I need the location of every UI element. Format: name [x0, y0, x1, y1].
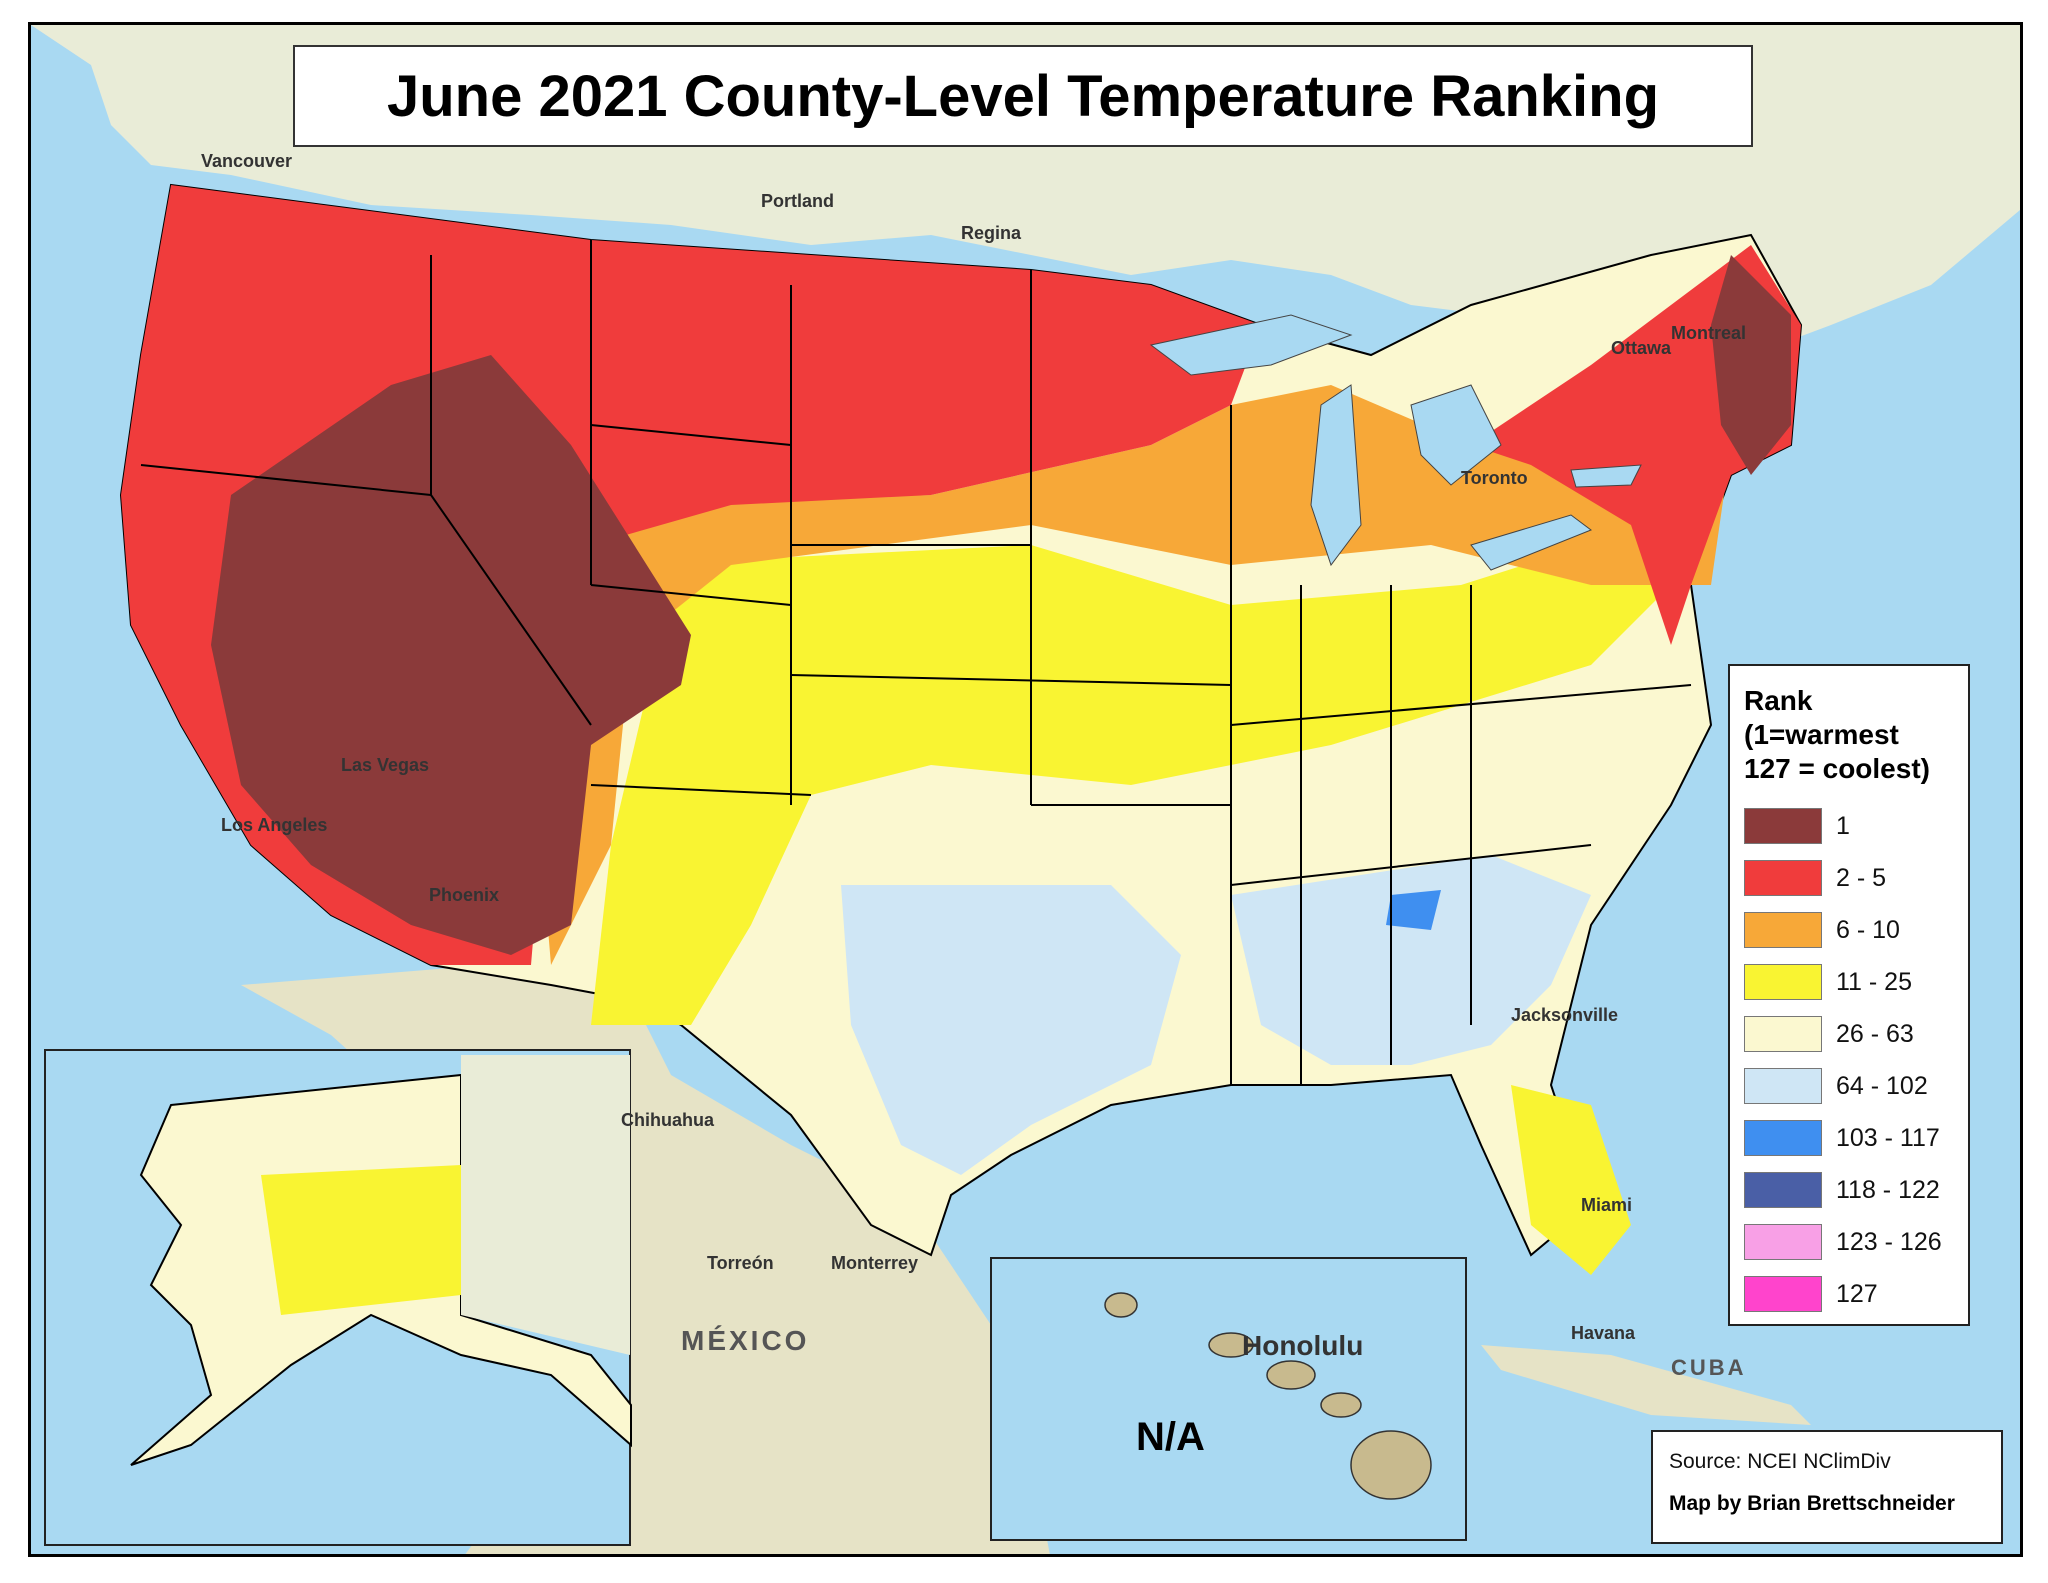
city-chihuahua: Chihuahua — [621, 1110, 714, 1130]
legend-item: 64 - 102 — [1744, 1060, 1954, 1112]
region-64-102 — [841, 885, 1181, 1175]
legend-item: 1 — [1744, 800, 1954, 852]
city-ottawa: Ottawa — [1611, 338, 1672, 358]
canada-yukon — [461, 1055, 630, 1355]
legend-swatch — [1744, 1120, 1822, 1156]
region-rank-1 — [211, 355, 691, 955]
lake-erie — [1470, 514, 1593, 571]
legend-swatch — [1744, 808, 1822, 844]
country-cuba: CUBA — [1671, 1355, 1747, 1380]
source-text: Source: NCEI NClimDiv — [1669, 1450, 1891, 1473]
hawaii-place: Honolulu — [1242, 1330, 1364, 1361]
legend-swatch — [1744, 1224, 1822, 1260]
legend-label: 123 - 126 — [1836, 1227, 1942, 1256]
legend-swatch — [1744, 1068, 1822, 1104]
legend-item: 6 - 10 — [1744, 904, 1954, 956]
country-mexico: MÉXICO — [681, 1325, 810, 1356]
region-11-25 — [591, 525, 1671, 1025]
region-11-25-fl — [1511, 1085, 1631, 1275]
lake-huron — [1410, 384, 1502, 486]
city-monterrey: Monterrey — [831, 1253, 919, 1273]
legend-swatch — [1744, 1172, 1822, 1208]
legend-label: 127 — [1836, 1279, 1878, 1308]
city-havana: Havana — [1571, 1323, 1636, 1343]
map-title: June 2021 County-Level Temperature Ranki… — [386, 63, 1660, 129]
legend-label: 64 - 102 — [1836, 1071, 1928, 1100]
lake-michigan — [1310, 384, 1362, 567]
legend-item: 127 — [1744, 1268, 1954, 1320]
legend-title: Rank (1=warmest 127 = coolest) — [1744, 685, 1930, 784]
city-torreon: Torreón — [707, 1253, 774, 1273]
legend-label: 6 - 10 — [1836, 915, 1900, 944]
legend-label: 103 - 117 — [1836, 1123, 1940, 1152]
legend-swatch — [1744, 1016, 1822, 1052]
hawaii-islands — [1104, 1292, 1432, 1500]
legend-label: 26 - 63 — [1836, 1019, 1914, 1048]
legend-label: 118 - 122 — [1836, 1175, 1940, 1204]
credit-text: Map by Brian Brettschneider — [1669, 1492, 1955, 1515]
region-64-102-se — [1231, 855, 1591, 1065]
legend-item: 123 - 126 — [1744, 1216, 1954, 1268]
city-toronto: Toronto — [1461, 468, 1528, 488]
cuba-land — [1481, 1345, 1811, 1425]
city-miami: Miami — [1581, 1195, 1633, 1215]
legend-item: 103 - 117 — [1744, 1112, 1954, 1164]
city-las-vegas: Las Vegas — [341, 755, 430, 775]
legend-label: 11 - 25 — [1836, 967, 1912, 996]
region-103-117 — [1386, 890, 1441, 930]
legend-swatch — [1744, 912, 1822, 948]
city-winnipeg: Regina — [961, 223, 1022, 243]
hawaii-inset: Honolulu N/A — [988, 1255, 1463, 1537]
legend: Rank (1=warmest 127 = coolest) 1 2 - 5 6 -… — [1728, 664, 1970, 1326]
legend-item: 26 - 63 — [1744, 1008, 1954, 1060]
lake-superior — [1149, 314, 1353, 376]
legend-swatch — [1744, 964, 1822, 1000]
city-los-angeles: Los Angeles — [221, 815, 328, 835]
legend-label: 2 - 5 — [1836, 863, 1887, 892]
legend-item: 118 - 122 — [1744, 1164, 1954, 1216]
hawaii-na-label: N/A — [1136, 1415, 1205, 1459]
city-vancouver: Vancouver — [201, 151, 293, 171]
legend-swatch — [1744, 1276, 1822, 1312]
alaska-11-25 — [261, 1165, 461, 1315]
source-box: Source: NCEI NClimDiv Map by Brian Brett… — [1651, 1430, 2003, 1544]
legend-label: 1 — [1836, 811, 1850, 840]
city-phoenix: Phoenix — [429, 885, 500, 905]
city-jacksonville: Jacksonville — [1511, 1005, 1619, 1025]
city-regina: Portland — [761, 191, 835, 211]
state-borders — [140, 240, 1692, 1085]
map-title-box: June 2021 County-Level Temperature Ranki… — [293, 45, 1753, 147]
city-montreal: Montreal — [1671, 323, 1747, 343]
legend-items: 1 2 - 5 6 - 10 11 - 25 26 - 63 64 - 102 103 - … — [1744, 800, 1954, 1320]
region-6-10 — [531, 385, 1731, 965]
region-rank-1-ne — [1711, 255, 1791, 475]
legend-item: 2 - 5 — [1744, 852, 1954, 904]
lake-ontario — [1570, 464, 1642, 488]
legend-item: 11 - 25 — [1744, 956, 1954, 1008]
legend-swatch — [1744, 860, 1822, 896]
